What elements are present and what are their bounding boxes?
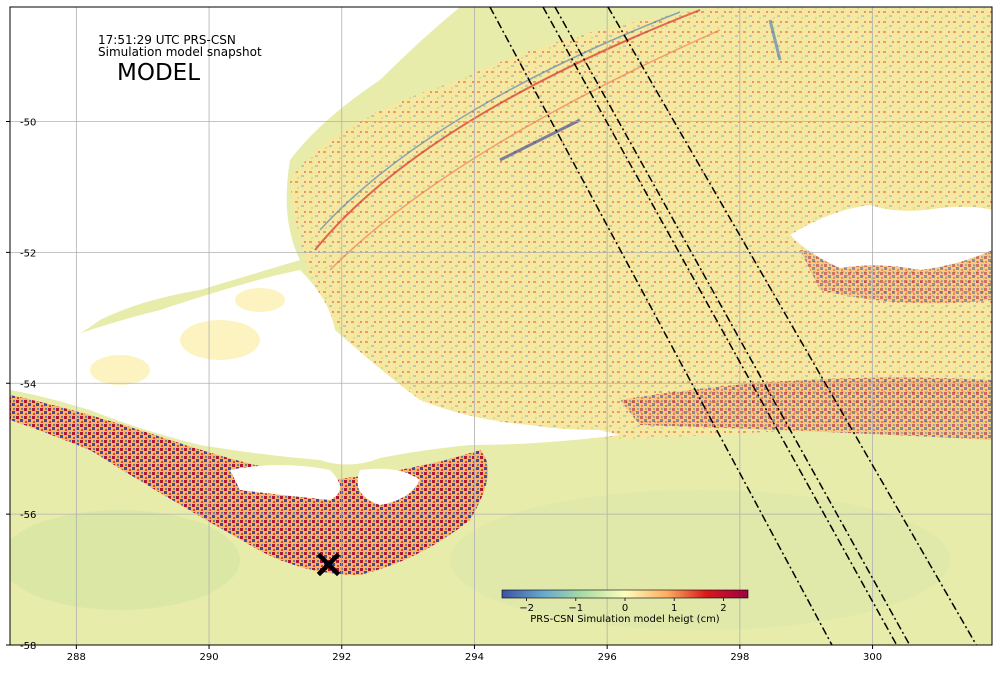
y-tick-label: -54	[20, 379, 36, 390]
island	[357, 468, 420, 505]
ocean-patch	[10, 510, 240, 610]
epicenter-marker: ×	[312, 541, 346, 587]
island	[790, 205, 992, 270]
land-patch	[90, 355, 150, 385]
ground-track-line	[489, 7, 833, 645]
wave-front	[329, 29, 721, 271]
grid-lines	[10, 7, 992, 645]
colorbar-tick-label: 2	[720, 603, 726, 614]
land-patch	[180, 320, 260, 360]
colorbar-tick-label: −1	[568, 603, 583, 614]
colorbar-tick-label: 1	[671, 603, 677, 614]
x-tick-label: 300	[863, 652, 882, 663]
land-mass	[10, 7, 460, 360]
wave-front	[319, 11, 681, 231]
y-tick-label: -52	[20, 248, 36, 259]
subtitle-label: Simulation model snapshot	[98, 45, 262, 59]
x-tick-label: 290	[200, 652, 219, 663]
axes-frame	[9, 6, 993, 646]
turbulent-band	[620, 377, 992, 440]
island	[230, 465, 340, 500]
colorbar: −2 −1 0 1 2 PRS-CSN Simulation model heigt (…	[501, 589, 749, 625]
x-tick-label: 288	[67, 652, 86, 663]
colorbar-gradient	[501, 589, 749, 599]
time-label: 17:51:29 UTC PRS-CSN	[98, 33, 236, 47]
wave-front	[768, 19, 782, 61]
y-tick-label: -50	[20, 118, 36, 129]
x-tick-label: 298	[730, 652, 749, 663]
land-patch	[235, 288, 285, 312]
x-tick-label: 296	[598, 652, 617, 663]
panel-label: MODEL	[117, 60, 200, 86]
ground-track-line	[554, 7, 911, 645]
colorbar-label: PRS-CSN Simulation model heigt (cm)	[530, 614, 720, 625]
y-tick-label: -58	[20, 641, 36, 652]
ground-track-line	[607, 7, 978, 645]
ground-track-line	[542, 7, 898, 645]
y-axis-ticks: -50 -52 -54 -56 -58	[6, 118, 36, 652]
colorbar-tick-label: 0	[622, 603, 628, 614]
y-tick-label: -56	[20, 510, 36, 521]
land-mass	[10, 270, 620, 465]
x-axis-ticks: 288 290 292 294 296 298 300	[67, 645, 882, 663]
colorbar-tick-label: −2	[519, 603, 534, 614]
ground-tracks	[489, 7, 978, 645]
colorbar-ticks: −2 −1 0 1 2	[519, 598, 727, 614]
x-tick-label: 292	[332, 652, 351, 663]
wave-front	[499, 118, 581, 162]
map-plot-area: ×	[10, 7, 992, 645]
x-tick-label: 294	[465, 652, 484, 663]
